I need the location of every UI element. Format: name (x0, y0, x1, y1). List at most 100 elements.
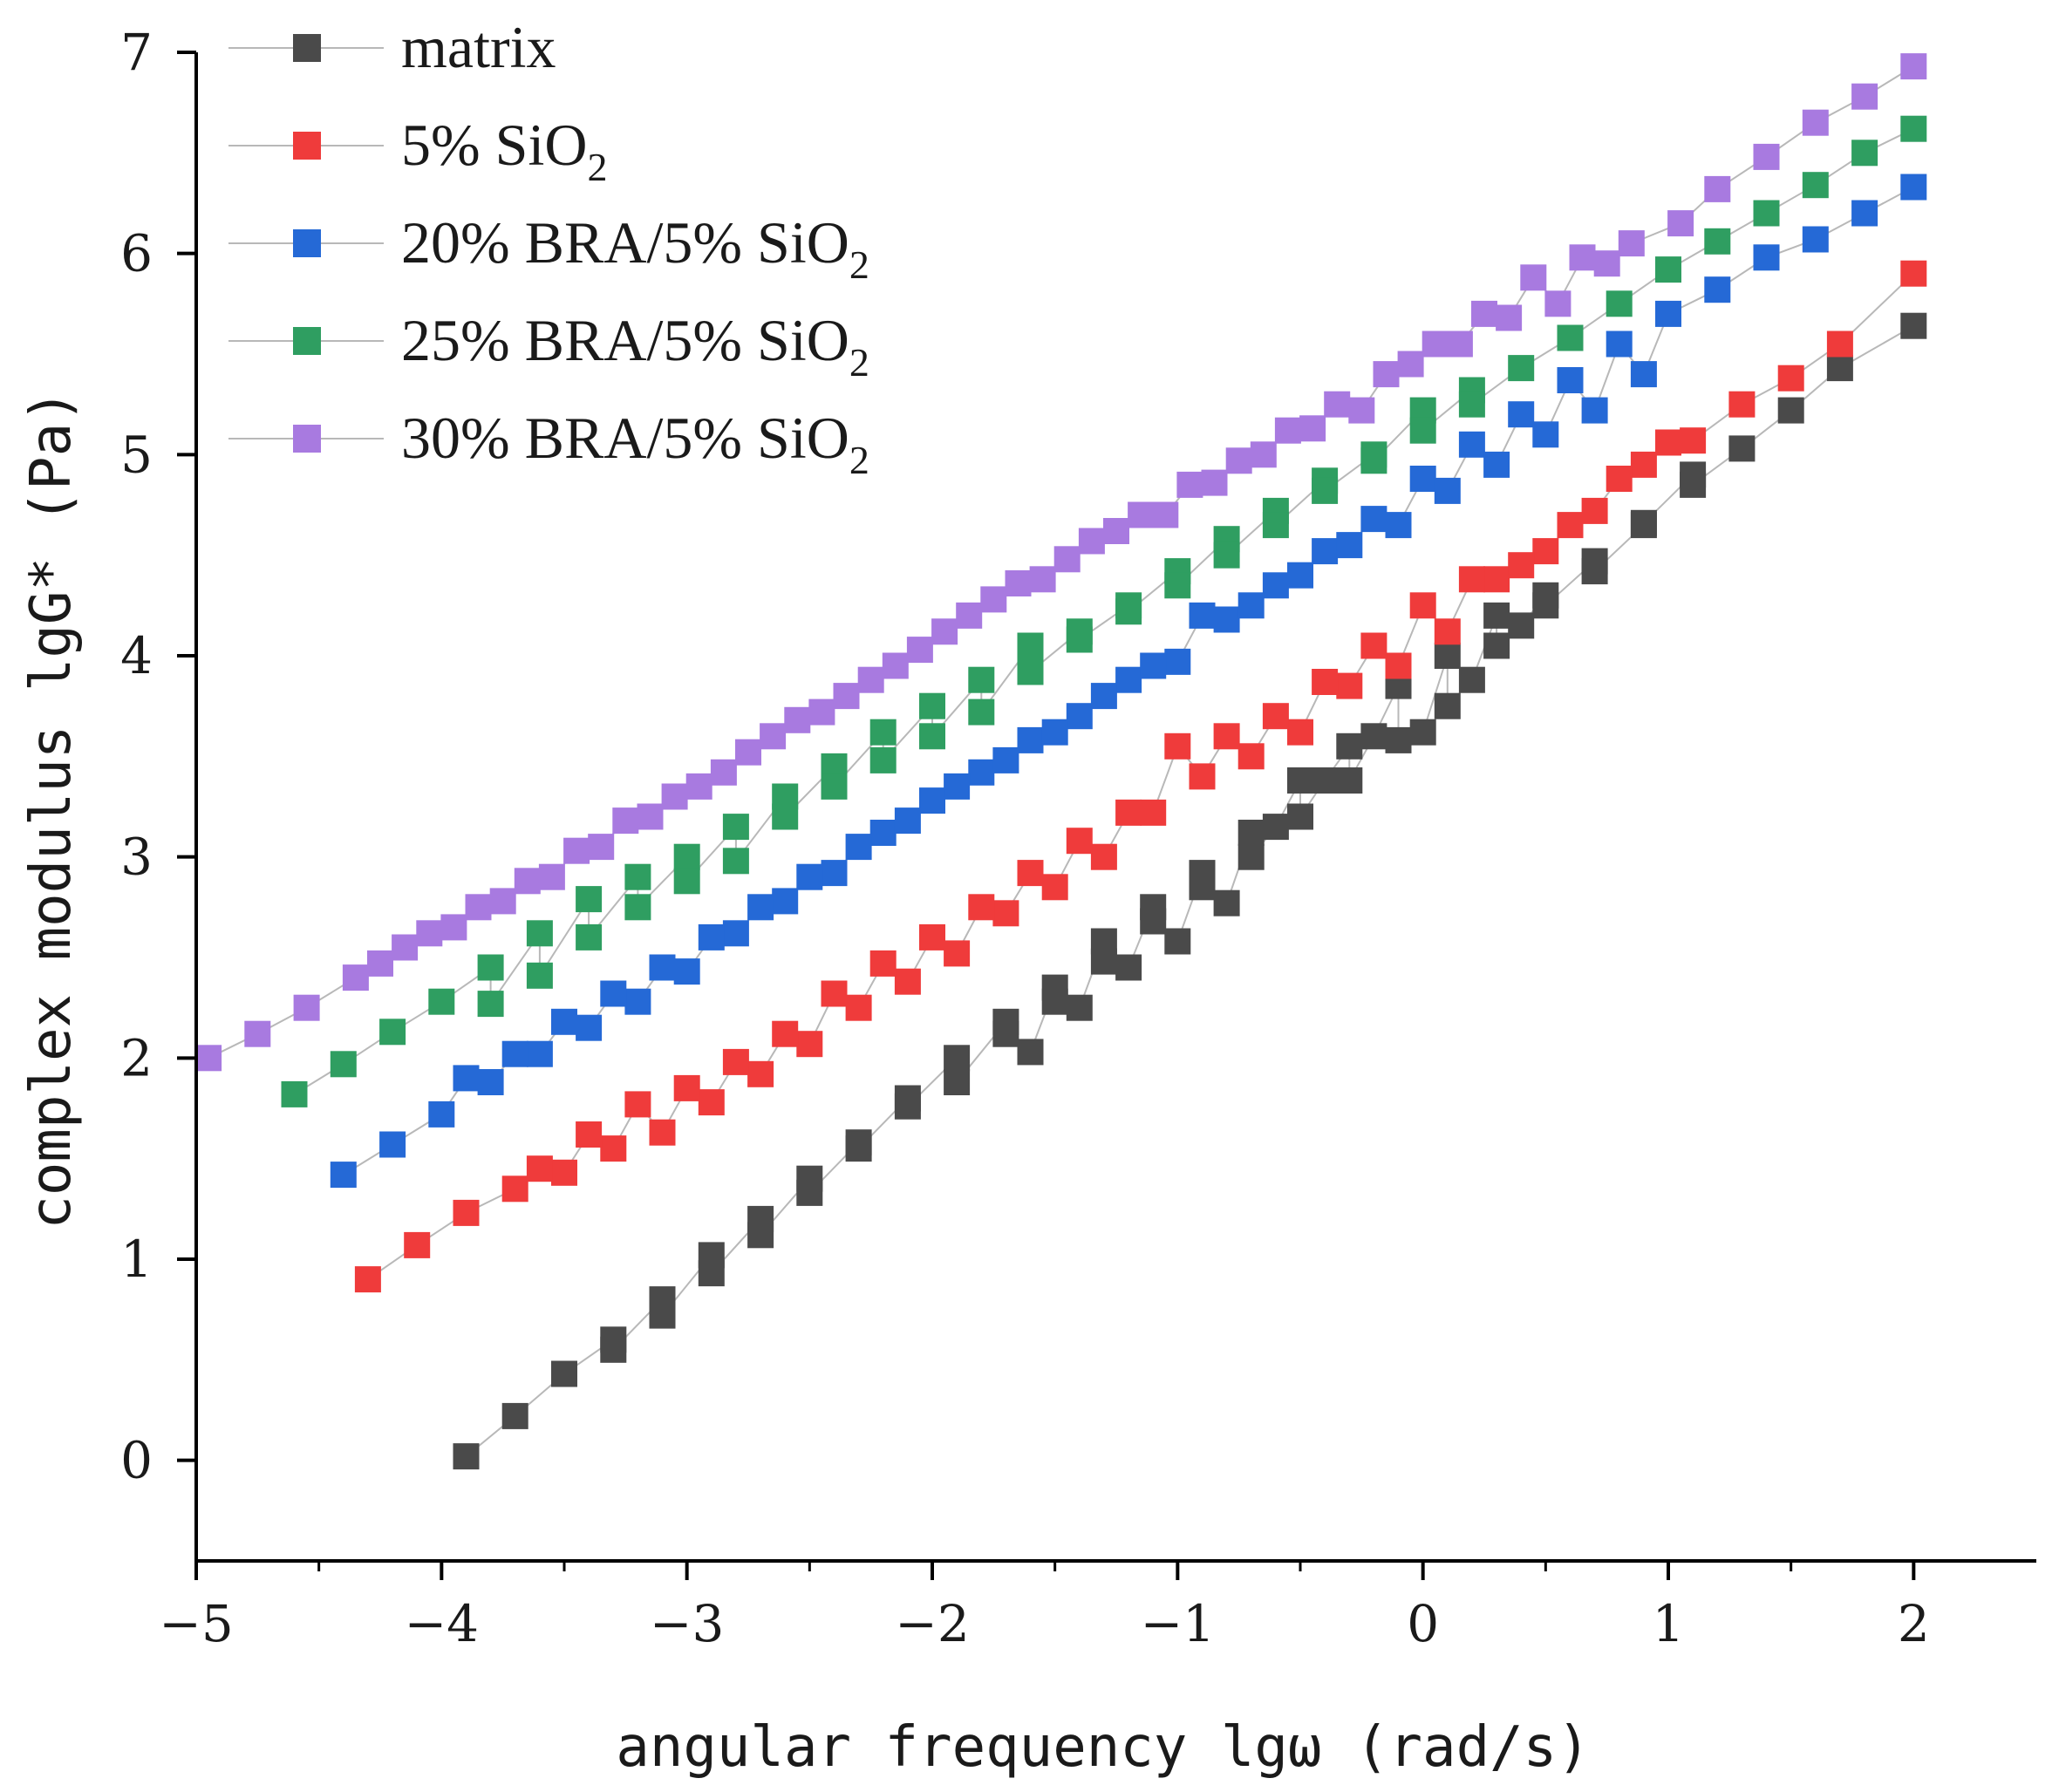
data-point (1017, 632, 1044, 659)
data-point (1557, 512, 1584, 539)
data-point (722, 1048, 749, 1075)
data-point (551, 1360, 577, 1387)
data-point (1066, 703, 1093, 730)
data-point (857, 666, 884, 693)
data-point (1360, 632, 1387, 659)
data-point (1262, 703, 1289, 730)
data-point (1360, 506, 1387, 533)
y-tick-label: 3 (120, 828, 153, 887)
data-point (1851, 140, 1878, 167)
data-point (931, 618, 958, 645)
data-point (1434, 477, 1461, 504)
data-point (698, 1260, 725, 1287)
data-point (637, 803, 664, 830)
data-point (624, 988, 651, 1015)
data-point (392, 934, 419, 961)
data-point (1434, 618, 1461, 645)
data-point (673, 843, 700, 870)
data-point (1299, 415, 1326, 442)
data-point (1090, 843, 1117, 870)
data-point (882, 652, 909, 679)
data-point (440, 914, 467, 941)
data-point (1532, 538, 1559, 565)
data-point (293, 994, 320, 1021)
data-point (1385, 652, 1412, 679)
data-point (1728, 391, 1756, 418)
data-point (968, 894, 995, 921)
y-tick-label: 5 (120, 425, 153, 484)
data-point (1630, 361, 1657, 388)
data-point (796, 863, 823, 890)
data-point (1324, 391, 1351, 418)
x-tick-label: −1 (1141, 1594, 1216, 1653)
y-axis-title: complex modulus lgG* (Pa) (19, 389, 84, 1229)
data-point (624, 1091, 651, 1118)
legend-marker (293, 425, 321, 453)
data-point (722, 848, 749, 875)
data-point (600, 1336, 627, 1363)
data-point (649, 954, 676, 981)
data-point (526, 1155, 553, 1182)
data-point (1753, 200, 1780, 227)
data-point (1557, 367, 1584, 393)
data-point (1581, 397, 1608, 424)
data-point (1753, 244, 1780, 271)
data-point (944, 940, 971, 967)
data-point (833, 683, 860, 710)
data-point (624, 863, 651, 890)
data-point (1090, 948, 1117, 975)
data-point (1618, 230, 1645, 257)
data-point (1900, 174, 1927, 201)
y-tick-label: 1 (120, 1230, 153, 1289)
data-point (968, 698, 995, 726)
data-point (1017, 860, 1044, 887)
data-point (944, 773, 971, 800)
data-point (526, 962, 553, 989)
data-point (1176, 471, 1203, 498)
data-point (1680, 427, 1707, 454)
data-point (1017, 658, 1044, 685)
x-tick-label: −3 (650, 1594, 725, 1653)
data-point (1029, 566, 1056, 593)
data-point (428, 988, 455, 1015)
data-point (1458, 566, 1485, 593)
data-point (1826, 355, 1853, 382)
data-point (576, 886, 603, 913)
data-point (1189, 763, 1216, 790)
data-point (1066, 828, 1093, 855)
data-point (1802, 109, 1829, 136)
data-point (1237, 743, 1265, 770)
data-point (796, 1031, 823, 1058)
data-point (698, 1089, 725, 1116)
data-point (1336, 672, 1363, 699)
data-point (685, 773, 712, 800)
data-point (1581, 497, 1608, 524)
data-point (906, 637, 933, 664)
x-tick-label: 0 (1407, 1594, 1439, 1653)
data-point (1066, 626, 1093, 653)
data-point (330, 1162, 357, 1189)
data-point (722, 920, 749, 947)
data-point (1458, 391, 1485, 418)
data-point (1409, 466, 1436, 492)
data-point (1237, 592, 1265, 619)
data-point (673, 1074, 700, 1101)
data-point (1532, 592, 1559, 619)
data-point (1115, 598, 1142, 625)
data-point (526, 920, 553, 947)
data-point (1041, 874, 1068, 901)
data-point (747, 1222, 774, 1249)
x-tick-label: 1 (1653, 1594, 1685, 1653)
data-point (944, 1045, 971, 1072)
data-point (956, 602, 983, 629)
data-point (735, 739, 761, 766)
data-point (673, 868, 700, 895)
data-point (1606, 330, 1633, 358)
x-tick-label: −5 (159, 1594, 234, 1653)
data-point (1409, 719, 1436, 746)
data-point (1041, 988, 1068, 1015)
data-point (1262, 814, 1289, 841)
data-point (919, 923, 945, 951)
data-point (576, 1121, 603, 1148)
x-axis-ticks: −5 −4 −3 −2 −1 0 1 2 (159, 1561, 1930, 1653)
